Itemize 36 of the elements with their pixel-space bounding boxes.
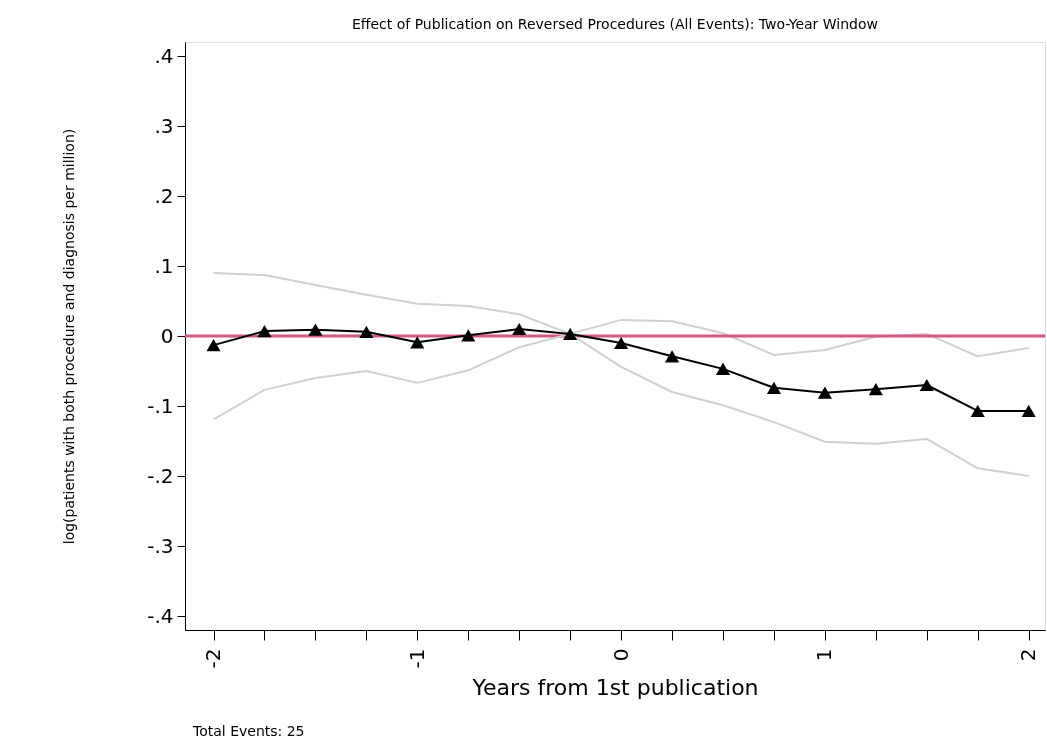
- x-tick-label: -1: [404, 648, 429, 669]
- y-tick-label: 0: [160, 323, 174, 348]
- point: [664, 350, 680, 363]
- point: [970, 404, 985, 418]
- point: [614, 336, 629, 350]
- point: [1021, 404, 1036, 418]
- line-series: [212, 272, 1030, 358]
- point: [919, 378, 934, 392]
- y-tick-label: -.1: [147, 393, 174, 418]
- x-tick-label: -2: [201, 648, 226, 669]
- x-tick-label: 2: [1016, 648, 1041, 662]
- point: [512, 322, 527, 336]
- y-tick-label: -.3: [147, 533, 174, 558]
- point: [206, 338, 221, 352]
- point: [563, 327, 578, 341]
- point: [715, 362, 731, 376]
- point: [461, 329, 476, 342]
- y-tick-label: -.4: [147, 603, 174, 628]
- y-axis-title: log(patients with both procedure and diagnosis per million): [61, 128, 78, 545]
- y-tick-label: .4: [154, 43, 174, 68]
- y-tick-label: .2: [154, 183, 174, 208]
- y-tick-label: -.2: [147, 463, 174, 488]
- text: Total Events: 25: [192, 723, 305, 739]
- y-tick-label: .1: [154, 253, 174, 278]
- point: [308, 323, 323, 336]
- point: [766, 381, 782, 394]
- point: [868, 383, 883, 396]
- x-axis-title: Years from 1st publication: [471, 675, 759, 701]
- y-tick-label: .3: [154, 113, 174, 138]
- x-tick-label: 0: [608, 648, 633, 662]
- point: [257, 324, 272, 338]
- point: [410, 336, 425, 349]
- chart-title: Effect of Publication on Reversed Procedures (All Events): Two-Year Window: [351, 16, 879, 32]
- x-tick-label: 1: [812, 648, 837, 662]
- point: [359, 325, 374, 338]
- point: [817, 386, 832, 399]
